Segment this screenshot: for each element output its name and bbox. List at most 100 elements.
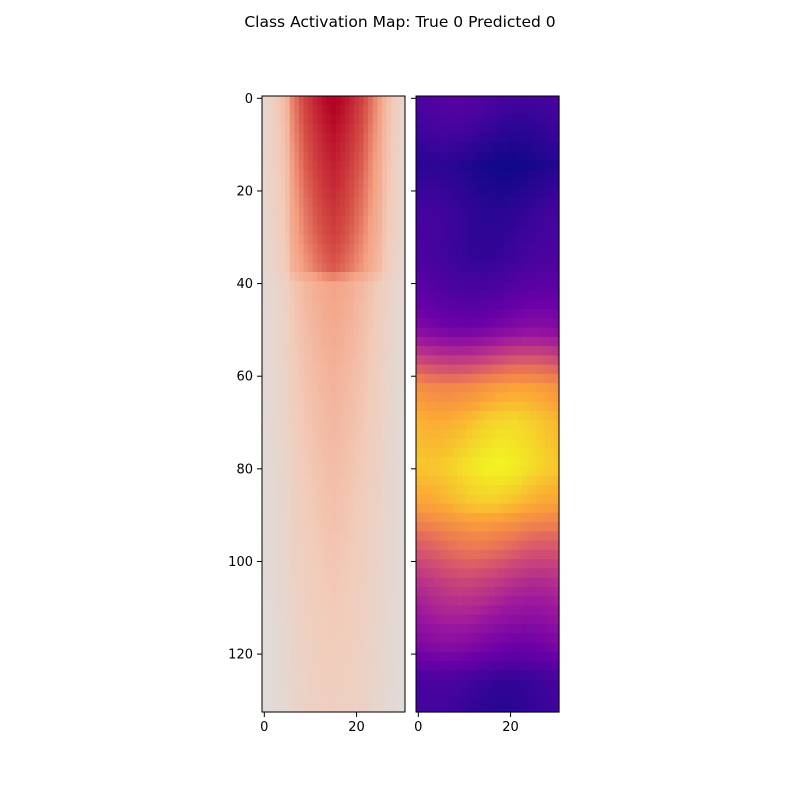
heatmap-cell [462,698,468,708]
heatmap-cell [395,438,401,449]
heatmap-cell [526,373,532,384]
heatmap-cell [526,512,532,523]
heatmap-cell [372,429,378,440]
heatmap-cell [429,336,436,347]
heatmap-cell [503,336,509,347]
heatmap-cell [480,401,486,412]
heatmap-cell [331,410,337,421]
heatmap-cell [381,188,388,199]
heatmap-cell [312,197,318,208]
heatmap-cell [335,577,342,588]
heatmap-cell [535,327,542,338]
heatmap-cell [535,207,542,218]
heatmap-cell [462,596,468,607]
heatmap-cell [303,216,309,227]
heatmap-cell [503,679,509,690]
heatmap-cell [308,540,314,551]
heatmap-cell [448,614,454,625]
heatmap-cell [448,114,454,125]
heatmap-cell [289,114,295,125]
heatmap-cell [363,559,369,570]
heatmap-cell [475,457,482,468]
heatmap-cell [540,707,546,713]
heatmap-cell [289,531,295,542]
heatmap-cell [358,540,365,551]
heatmap-cell [372,216,378,227]
heatmap-cell [308,410,314,421]
heatmap-cell [485,549,491,560]
heatmap-cell [416,327,422,338]
heatmap-cell [262,401,268,412]
heatmap-cell [331,485,337,495]
heatmap-cell [262,475,268,486]
heatmap-cell [452,225,459,236]
heatmap-cell [312,133,318,143]
heatmap-cell [531,448,537,458]
heatmap-cell [321,457,328,468]
heatmap-cell [425,466,431,477]
heatmap-cell [372,707,378,713]
heatmap-cell [545,346,551,356]
heatmap-cell [420,188,426,199]
heatmap-cell [280,596,286,607]
heatmap-cell [462,707,468,713]
heatmap-cell [517,336,523,347]
heatmap-cell [416,105,422,116]
heatmap-cell [349,429,355,440]
heatmap-cell [368,133,374,143]
heatmap-cell [535,642,542,653]
heatmap-cell [429,549,436,560]
heatmap-cell [368,188,374,199]
heatmap-cell [363,522,369,532]
heatmap-cell [294,160,300,171]
heatmap-cell [531,299,537,310]
heatmap-cell [535,707,542,713]
heatmap-cell [554,299,560,310]
heatmap-cell [512,272,519,282]
heatmap-cell [471,679,477,690]
heatmap-cell [526,364,532,375]
heatmap-cell [391,179,397,190]
heatmap-cell [425,586,431,597]
heatmap-cell [266,364,272,375]
heatmap-cell [298,383,305,394]
heatmap-cell [294,466,300,477]
heatmap-cell [321,661,328,671]
heatmap-cell [275,234,282,245]
heatmap-cell [494,531,500,542]
heatmap-cell [400,586,406,597]
heatmap-cell [271,485,277,495]
heatmap-cell [377,540,383,551]
heatmap-cell [439,96,445,106]
heatmap-cell [466,197,472,208]
heatmap-cell [471,633,477,644]
heatmap-cell [526,679,532,690]
heatmap-cell [298,309,305,319]
heatmap-cell [549,383,555,394]
heatmap-cell [317,299,323,310]
heatmap-cell [540,522,546,532]
heatmap-cell [439,364,445,375]
heatmap-cell [335,605,342,616]
heatmap-cell [508,225,514,236]
heatmap-cell [280,559,286,570]
heatmap-cell [531,327,537,338]
heatmap-cell [475,429,482,440]
heatmap-cell [345,624,351,634]
heatmap-cell [391,605,397,616]
heatmap-cell [475,494,482,505]
heatmap-cell [303,661,309,671]
heatmap-cell [294,262,300,273]
heatmap-cell [331,262,337,273]
heatmap-cell [395,549,401,560]
heatmap-cell [262,605,268,616]
heatmap-cell [349,670,355,681]
heatmap-cell [508,642,514,653]
heatmap-cell [368,651,374,662]
heatmap-cell [531,605,537,616]
heatmap-cell [475,170,482,180]
heatmap-cell [391,151,397,162]
heatmap-cell [420,272,426,282]
heatmap-cell [549,114,555,125]
heatmap-cell [298,522,305,532]
